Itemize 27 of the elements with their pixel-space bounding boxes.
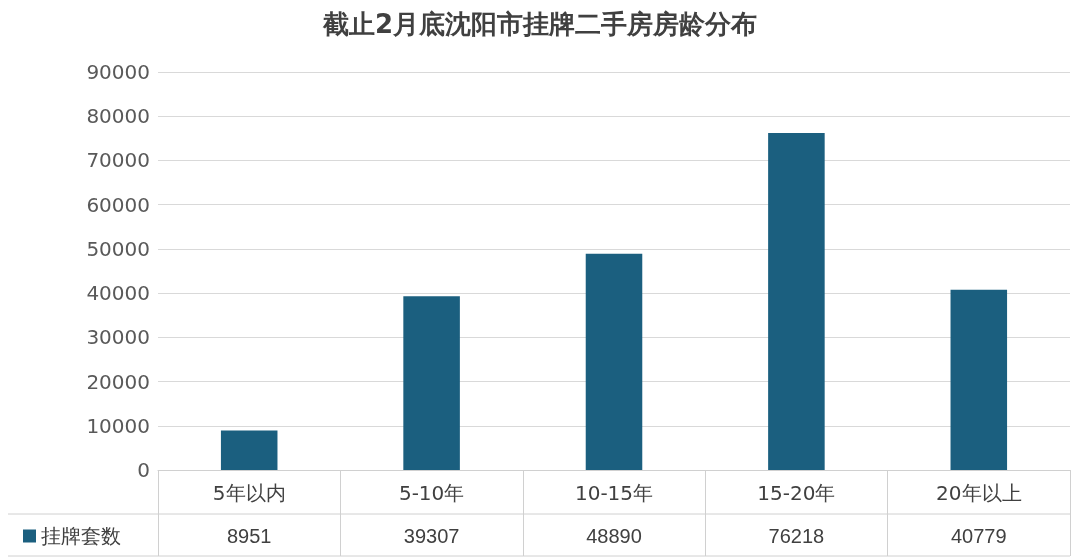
y-tick-label: 30000 [86, 325, 150, 350]
bar [220, 430, 278, 470]
x-tick-label: 15-20年 [757, 481, 836, 505]
y-tick-label: 40000 [86, 281, 150, 306]
data-label: 39307 [403, 525, 460, 547]
legend-label: 挂牌套数 [41, 524, 121, 548]
data-label: 48890 [586, 525, 642, 547]
y-tick-label: 70000 [86, 148, 150, 173]
chart-title: 截止2月底沈阳市挂牌二手房房龄分布 [321, 9, 758, 39]
data-label: 8951 [226, 525, 272, 547]
x-tick-label: 5-10年 [398, 481, 465, 505]
y-tick-label: 80000 [86, 104, 150, 129]
bar [403, 296, 460, 470]
data-label: 40779 [950, 525, 1007, 547]
y-tick-label: 60000 [86, 192, 150, 217]
y-tick-label: 20000 [86, 369, 150, 394]
y-tick-label: 50000 [86, 236, 150, 261]
bar [950, 289, 1008, 470]
x-tick-label: 5年以内 [212, 481, 286, 505]
data-label: 76218 [768, 525, 825, 547]
y-tick-label: 10000 [86, 413, 150, 438]
x-tick-label: 20年以上 [936, 481, 1022, 505]
y-tick-label: 0 [137, 458, 150, 482]
bar [585, 253, 643, 470]
y-tick-label: 90000 [86, 60, 150, 84]
x-tick-label: 10-15年 [574, 481, 654, 505]
bar [768, 132, 825, 470]
